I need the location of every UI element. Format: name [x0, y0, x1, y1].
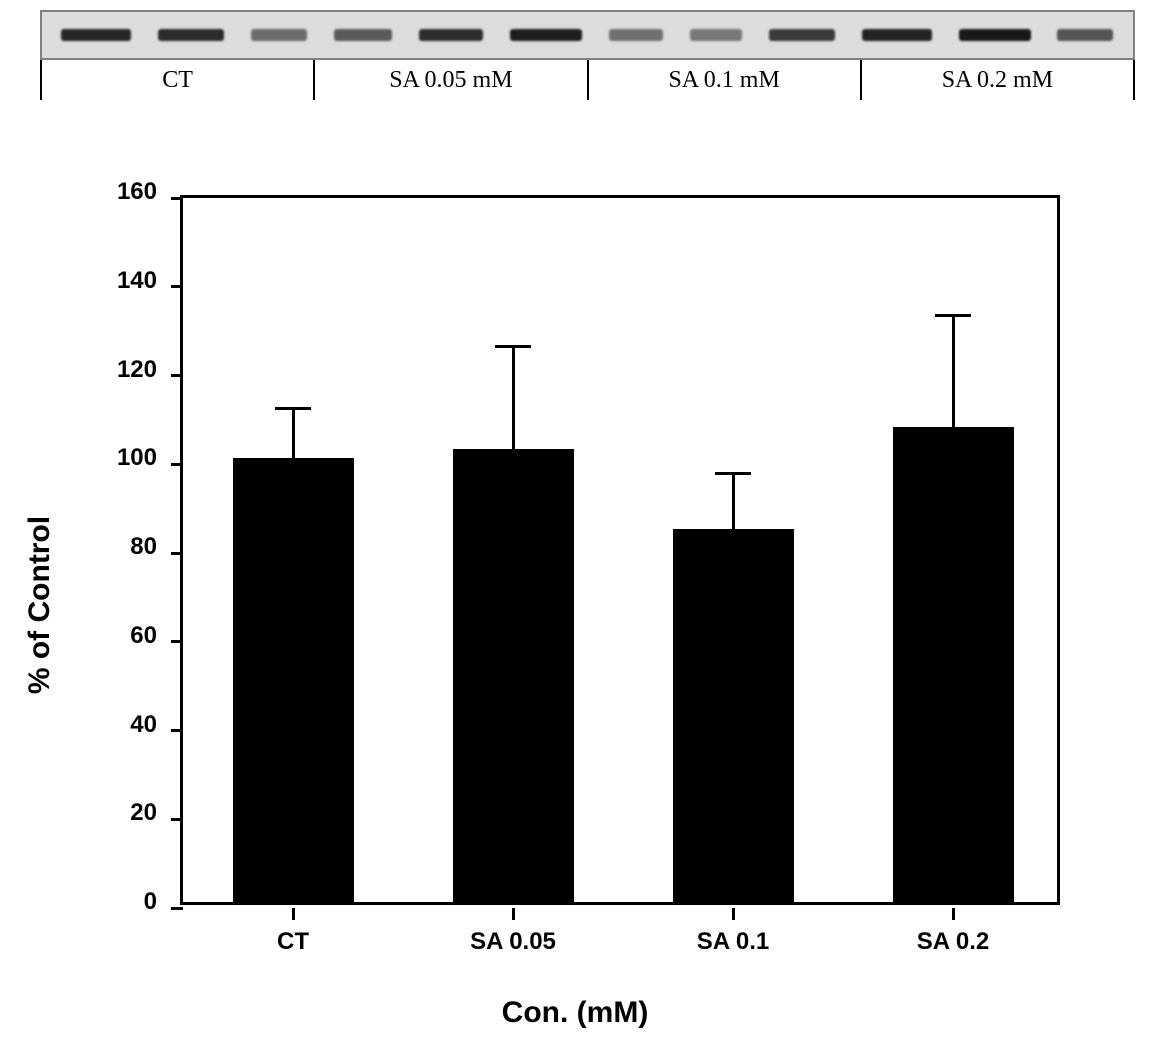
- blot-lane-label: SA 0.05 mM: [315, 60, 588, 100]
- blot-band: [334, 29, 392, 41]
- error-bar-cap: [275, 407, 311, 410]
- y-tick: [171, 907, 183, 910]
- error-bar-cap: [495, 345, 531, 348]
- plot-area: 020406080100120140160CTSA 0.05SA 0.1SA 0…: [180, 195, 1060, 905]
- y-tick: [171, 197, 183, 200]
- blot-band: [959, 29, 1031, 41]
- error-bar: [952, 316, 955, 434]
- x-tick-label: CT: [183, 928, 403, 956]
- error-bar-cap: [935, 314, 971, 317]
- bar: [893, 427, 1014, 902]
- bar: [453, 449, 574, 902]
- y-tick: [171, 463, 183, 466]
- y-tick-label: 40: [130, 711, 157, 739]
- error-bar: [732, 473, 735, 535]
- blot-image: [40, 10, 1135, 60]
- y-tick-label: 120: [117, 356, 157, 384]
- error-bar-cap: [715, 472, 751, 475]
- y-axis-label: % of Control: [23, 516, 57, 694]
- x-tick: [512, 908, 515, 920]
- y-tick-label: 80: [130, 533, 157, 561]
- blot-lane-labels: CTSA 0.05 mMSA 0.1 mMSA 0.2 mM: [40, 60, 1135, 100]
- blot-lane-label: SA 0.1 mM: [589, 60, 862, 100]
- blot-band: [251, 29, 307, 41]
- x-tick: [292, 908, 295, 920]
- x-tick: [952, 908, 955, 920]
- blot-band: [158, 29, 224, 41]
- blot-band: [862, 29, 932, 41]
- x-tick-label: SA 0.2: [843, 928, 1063, 956]
- blot-band: [510, 29, 582, 41]
- y-tick: [171, 729, 183, 732]
- x-tick-label: SA 0.05: [403, 928, 623, 956]
- blot-band: [609, 29, 663, 41]
- bar: [673, 529, 794, 902]
- y-tick: [171, 285, 183, 288]
- error-bar: [512, 347, 515, 456]
- y-tick: [171, 552, 183, 555]
- y-tick-label: 60: [130, 622, 157, 650]
- blot-band: [1057, 29, 1113, 41]
- figure-page: CTSA 0.05 mMSA 0.1 mMSA 0.2 mM % of Cont…: [0, 0, 1173, 1051]
- y-tick-label: 100: [117, 444, 157, 472]
- y-tick-label: 20: [130, 799, 157, 827]
- y-tick-label: 140: [117, 267, 157, 295]
- bar: [233, 458, 354, 902]
- y-tick: [171, 640, 183, 643]
- x-tick: [732, 908, 735, 920]
- blot-band: [61, 29, 131, 41]
- y-tick: [171, 818, 183, 821]
- bar-chart: % of Control 020406080100120140160CTSA 0…: [50, 185, 1100, 1025]
- blot-band: [769, 29, 835, 41]
- y-tick: [171, 374, 183, 377]
- error-bar: [292, 409, 295, 464]
- y-tick-label: 160: [117, 178, 157, 206]
- blot-band: [419, 29, 483, 41]
- y-tick-label: 0: [144, 888, 157, 916]
- blot-band: [690, 29, 742, 41]
- blot-lane-label: SA 0.2 mM: [862, 60, 1133, 100]
- x-axis-label: Con. (mM): [50, 996, 1100, 1030]
- western-blot-panel: CTSA 0.05 mMSA 0.1 mMSA 0.2 mM: [40, 10, 1135, 100]
- x-tick-label: SA 0.1: [623, 928, 843, 956]
- blot-lane-label: CT: [42, 60, 315, 100]
